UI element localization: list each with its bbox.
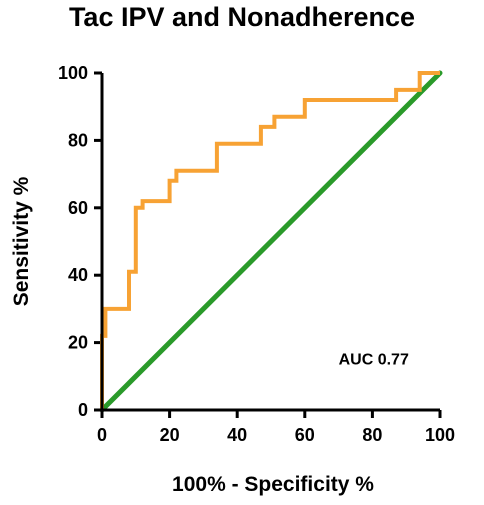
x-tick-label: 80 <box>362 425 382 445</box>
reference-line <box>99 70 443 413</box>
x-tick-label: 20 <box>160 425 180 445</box>
chart-title: Tac IPV and Nonadherence <box>68 2 416 32</box>
y-tick-label: 40 <box>68 265 88 285</box>
x-tick-label: 0 <box>97 425 107 445</box>
y-tick-label: 80 <box>68 130 88 150</box>
x-axis-title: 100% - Specificity % <box>172 473 374 496</box>
auc-annotation: AUC 0.77 <box>339 352 409 369</box>
y-tick-label: 0 <box>78 400 88 420</box>
roc-curve-line <box>100 71 440 410</box>
y-tick-label: 20 <box>68 333 88 353</box>
x-tick-label: 60 <box>295 425 315 445</box>
x-tick-label: 40 <box>227 425 247 445</box>
y-axis-title: Sensitivity % <box>10 176 33 306</box>
y-axis-ticks: 0 20 40 60 80 100 <box>58 63 102 420</box>
y-tick-label: 60 <box>68 198 88 218</box>
x-axis-ticks: 0 20 40 60 80 100 <box>97 410 455 445</box>
y-tick-label: 100 <box>58 63 88 83</box>
x-tick-label: 100 <box>425 425 455 445</box>
